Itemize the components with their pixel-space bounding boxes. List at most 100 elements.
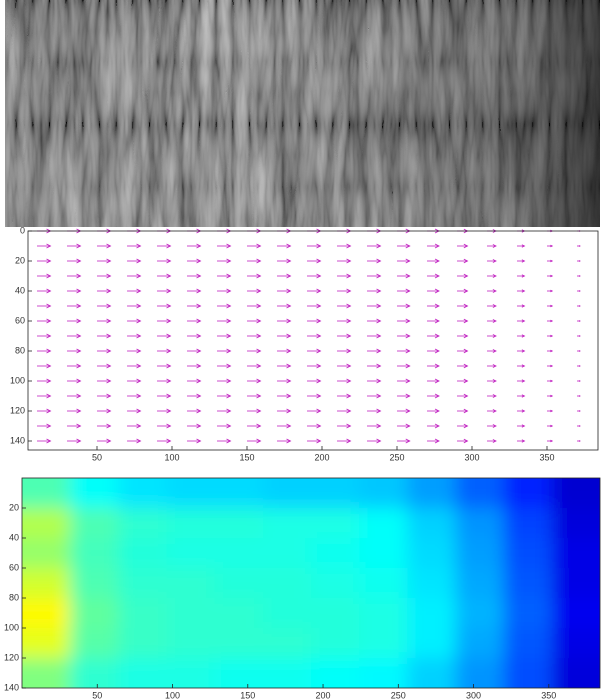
heat-cell	[263, 538, 312, 569]
heat-cell	[263, 658, 312, 700]
heat-cell	[552, 508, 606, 539]
y-tick-label: 20	[15, 255, 25, 265]
heat-cell	[504, 508, 553, 539]
heat-cell	[167, 628, 216, 659]
heat-cell	[311, 538, 360, 569]
y-tick-label: 120	[10, 405, 25, 415]
heat-cell	[2, 658, 71, 700]
heat-cell	[407, 538, 456, 569]
arrow-head	[579, 320, 580, 321]
arrow	[577, 425, 580, 426]
heat-cell	[311, 598, 360, 629]
arrow	[577, 245, 580, 246]
heat-cell	[167, 568, 216, 599]
heat-cell	[407, 598, 456, 629]
arrow	[577, 320, 580, 321]
heat-cell	[70, 538, 119, 569]
x-tick-label: 200	[314, 452, 329, 462]
arrow-head	[579, 365, 580, 366]
arrow-head	[579, 410, 580, 411]
heat-cell	[118, 538, 167, 569]
heat-cell	[215, 628, 264, 659]
heat-cell	[167, 508, 216, 539]
heat-cell	[118, 628, 167, 659]
heat-cell	[118, 658, 167, 700]
heat-cell	[215, 458, 264, 509]
heat-cell	[70, 598, 119, 629]
arrow	[577, 365, 580, 366]
arrow	[577, 395, 580, 396]
y-tick-label: 0	[20, 225, 25, 235]
x-tick-label: 100	[165, 690, 180, 700]
heat-cell	[167, 538, 216, 569]
heat-cell	[552, 658, 606, 700]
arrow-head	[579, 290, 580, 291]
heat-cell	[456, 598, 505, 629]
heat-cell	[456, 568, 505, 599]
y-tick-label: 40	[9, 532, 19, 542]
x-tick-label: 200	[316, 690, 331, 700]
x-tick-label: 300	[466, 690, 481, 700]
surface-image	[5, 0, 600, 227]
y-tick-label: 60	[15, 315, 25, 325]
heat-cell	[167, 458, 216, 509]
heat-cell	[359, 568, 408, 599]
figure: 5010015020025030035002040608010012014050…	[0, 0, 606, 700]
heat-cell	[2, 458, 71, 509]
heat-cell	[407, 628, 456, 659]
arrow	[577, 350, 580, 351]
x-tick-label: 50	[92, 452, 102, 462]
heat-cell	[70, 508, 119, 539]
arrow-head	[579, 245, 580, 246]
arrow-head	[579, 260, 580, 261]
arrow-head	[579, 395, 580, 396]
x-tick-label: 300	[464, 452, 479, 462]
y-tick-label: 100	[10, 375, 25, 385]
heat-cell	[311, 508, 360, 539]
heat-cell	[456, 458, 505, 509]
heat-cell	[359, 628, 408, 659]
heat-cell	[407, 568, 456, 599]
image-shade	[5, 0, 600, 227]
y-tick-label: 100	[4, 622, 19, 632]
heat-cell	[215, 598, 264, 629]
heat-cell	[311, 568, 360, 599]
arrow	[577, 290, 580, 291]
arrow-head	[579, 275, 580, 276]
heat-cell	[359, 598, 408, 629]
heat-cell	[167, 598, 216, 629]
heat-cell	[359, 538, 408, 569]
plot-background	[28, 231, 598, 450]
heat-cell	[552, 598, 606, 629]
heat-cell	[70, 628, 119, 659]
arrow-head	[579, 380, 580, 381]
heat-cell	[118, 508, 167, 539]
heat-cell	[504, 628, 553, 659]
y-tick-label: 140	[10, 435, 25, 445]
heat-cell	[118, 598, 167, 629]
y-tick-label: 80	[15, 345, 25, 355]
arrow-head	[579, 440, 580, 441]
arrow	[577, 380, 580, 381]
heat-cell	[263, 458, 312, 509]
arrow-head	[579, 335, 580, 336]
heat-cell	[263, 598, 312, 629]
heat-cell	[215, 568, 264, 599]
heat-cell	[215, 508, 264, 539]
arrow-head	[579, 350, 580, 351]
x-tick-label: 150	[239, 452, 254, 462]
x-tick-label: 250	[389, 452, 404, 462]
arrow	[577, 260, 580, 261]
y-tick-label: 80	[9, 592, 19, 602]
y-tick-label: 120	[4, 652, 19, 662]
arrow-head	[579, 425, 580, 426]
x-tick-label: 350	[539, 452, 554, 462]
heat-cell	[456, 628, 505, 659]
arrow	[577, 410, 580, 411]
heat-cell	[359, 458, 408, 509]
heat-cell	[311, 458, 360, 509]
heatmap-cells	[2, 458, 606, 700]
arrow	[577, 335, 580, 336]
y-tick-label: 140	[4, 682, 19, 692]
heat-cell	[359, 508, 408, 539]
